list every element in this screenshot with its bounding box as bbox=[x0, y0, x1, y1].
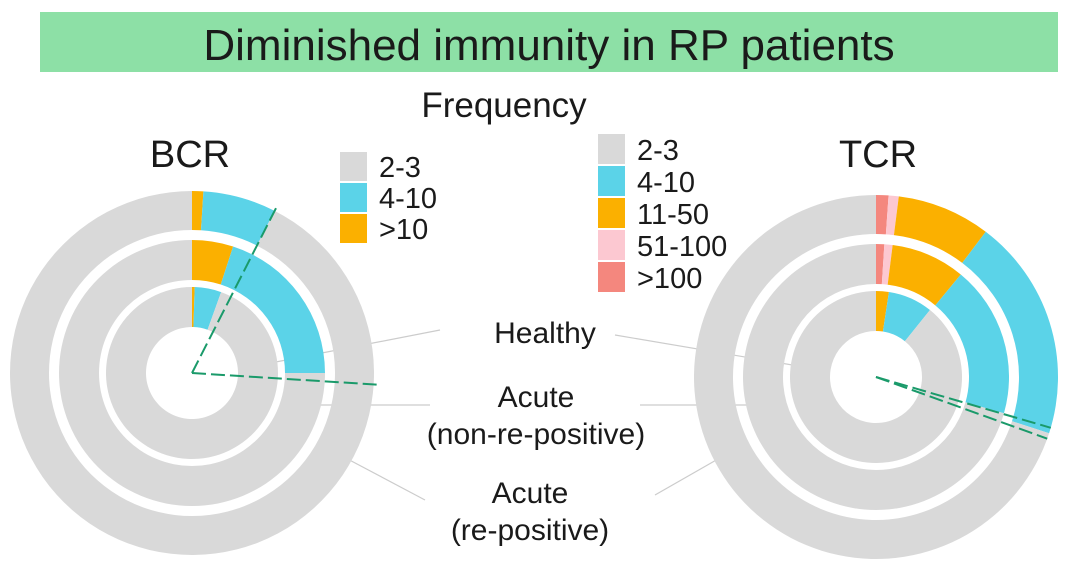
legend-label: 4-10 bbox=[637, 167, 695, 199]
legend-label: 4-10 bbox=[379, 183, 437, 215]
ring-segment-51-100 bbox=[885, 195, 899, 236]
ring-segment-11-50 bbox=[893, 196, 986, 263]
legend-swatch bbox=[340, 183, 367, 212]
bcr-donut bbox=[10, 191, 382, 555]
leader-line bbox=[339, 454, 426, 501]
ring-segment-2-3 bbox=[743, 244, 1004, 510]
bcr-title: BCR bbox=[150, 134, 230, 176]
legend-swatch bbox=[598, 198, 625, 228]
legend-label: 2-3 bbox=[379, 152, 421, 184]
dashed-marker-line bbox=[875, 376, 1052, 429]
ring-segment-4-10 bbox=[962, 231, 1058, 434]
ring-segment-4-10 bbox=[200, 191, 275, 246]
ring-segment-11-50 bbox=[887, 245, 961, 306]
ring-label-acute-nonrepositive: Acute bbox=[498, 381, 575, 414]
figure-title: Diminished immunity in RP patients bbox=[203, 21, 894, 70]
dashed-marker-line bbox=[191, 372, 382, 386]
bcr-legend: 2-34-10>10 bbox=[340, 152, 437, 246]
legend-label: 2-3 bbox=[637, 135, 679, 167]
legend-label: 51-100 bbox=[637, 231, 727, 263]
ring-segment->100 bbox=[876, 195, 889, 235]
legend-swatch bbox=[340, 214, 367, 243]
legend-swatch bbox=[598, 166, 625, 196]
leader-line bbox=[654, 454, 726, 496]
legend-title: Frequency bbox=[421, 86, 587, 125]
legend-label: 11-50 bbox=[637, 199, 709, 231]
tcr-donut bbox=[694, 195, 1058, 559]
ring-segment-4-10 bbox=[193, 287, 222, 330]
dashed-marker-line bbox=[875, 376, 1048, 440]
ring-label-repositive-sub: (re-positive) bbox=[451, 514, 609, 547]
ring-segment-4-10 bbox=[935, 274, 1010, 414]
ring-segment-4-10 bbox=[220, 246, 325, 373]
ring-segment->100 bbox=[876, 244, 885, 285]
legend-label: >100 bbox=[637, 263, 702, 295]
legend-swatch bbox=[340, 152, 367, 181]
ring-segment-4-10 bbox=[882, 291, 930, 342]
ring-segment->10 bbox=[192, 240, 234, 285]
ring-segment-11-50 bbox=[876, 291, 889, 332]
ring-segment-2-3 bbox=[790, 291, 962, 464]
legend-label: >10 bbox=[379, 214, 428, 246]
dashed-marker-line bbox=[191, 203, 280, 374]
ring-segment->10 bbox=[192, 191, 204, 231]
ring-segment-2-3 bbox=[105, 287, 278, 459]
ring-segment->10 bbox=[192, 287, 195, 328]
ring-label-nonrepositive-sub: (non-re-positive) bbox=[427, 418, 645, 451]
ring-segment-2-3 bbox=[59, 240, 325, 506]
legend-swatch bbox=[598, 262, 625, 292]
title-banner bbox=[40, 12, 1058, 72]
ring-label-acute-repositive: Acute bbox=[492, 477, 569, 510]
ring-segment-51-100 bbox=[881, 244, 893, 285]
legend-swatch bbox=[598, 134, 625, 164]
legend-swatch bbox=[598, 230, 625, 260]
ring-label-healthy: Healthy bbox=[494, 317, 596, 350]
tcr-title: TCR bbox=[839, 134, 917, 176]
